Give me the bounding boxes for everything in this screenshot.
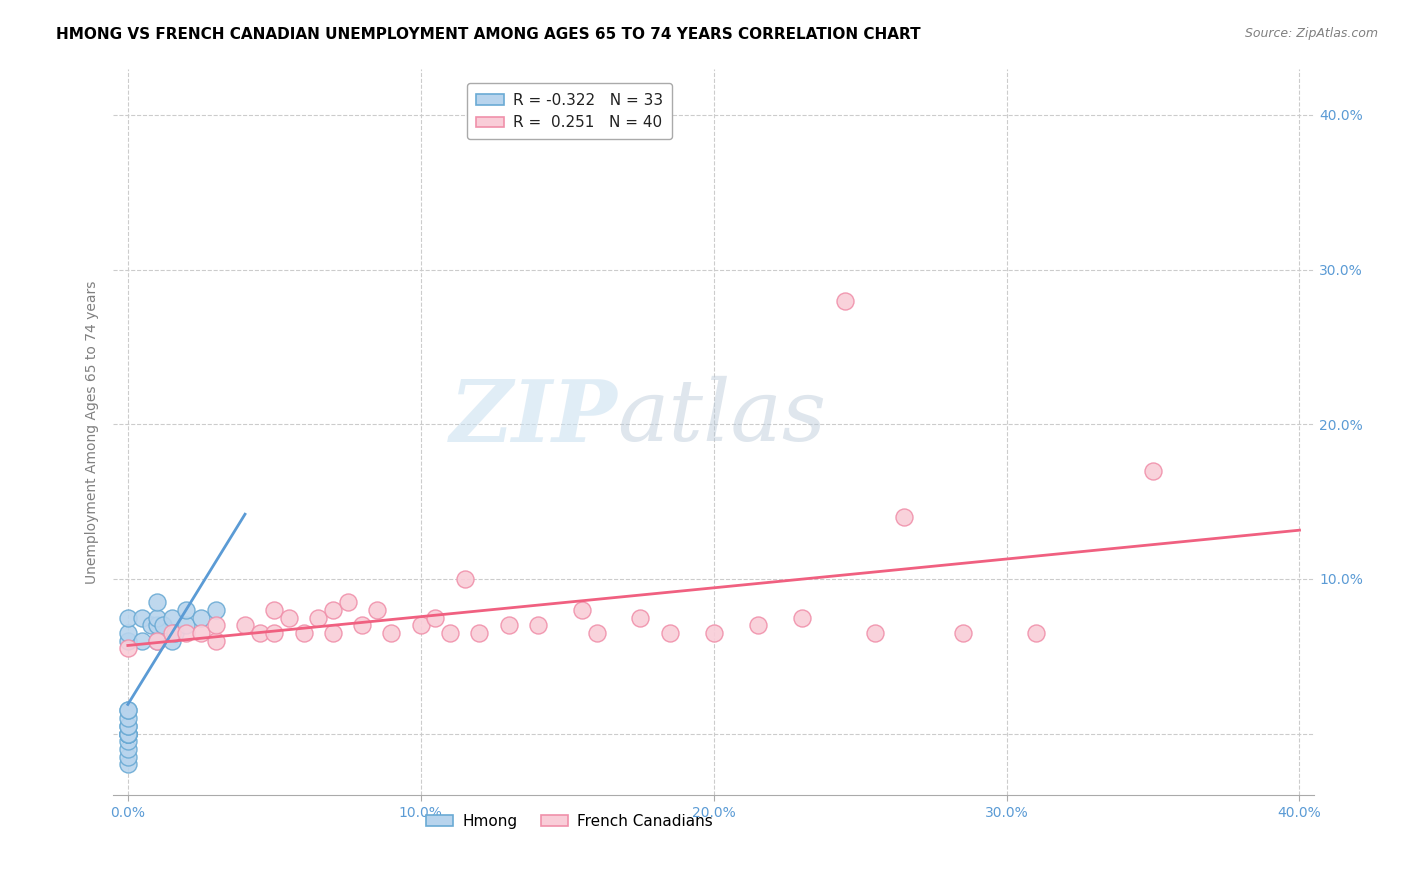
Point xyxy=(117,726,139,740)
Point xyxy=(204,603,226,617)
Point xyxy=(117,757,139,772)
Point xyxy=(117,719,139,733)
Point xyxy=(146,610,169,624)
Point xyxy=(863,626,886,640)
Point xyxy=(409,618,432,632)
Point xyxy=(117,734,139,748)
Legend: Hmong, French Canadians: Hmong, French Canadians xyxy=(420,808,720,835)
Point xyxy=(307,610,329,624)
Point xyxy=(834,293,856,308)
Text: Source: ZipAtlas.com: Source: ZipAtlas.com xyxy=(1244,27,1378,40)
Point xyxy=(117,641,139,656)
Point xyxy=(585,626,607,640)
Point xyxy=(893,510,915,524)
Point xyxy=(146,633,169,648)
Point xyxy=(747,618,769,632)
Point xyxy=(131,610,153,624)
Point xyxy=(117,633,139,648)
Text: ZIP: ZIP xyxy=(450,376,617,459)
Point xyxy=(658,626,681,640)
Point xyxy=(952,626,974,640)
Point xyxy=(204,618,226,632)
Point xyxy=(322,626,344,640)
Point xyxy=(790,610,813,624)
Point xyxy=(336,595,359,609)
Point xyxy=(1142,464,1164,478)
Point xyxy=(176,618,198,632)
Point xyxy=(117,726,139,740)
Point xyxy=(366,603,388,617)
Point xyxy=(190,610,212,624)
Point xyxy=(176,626,198,640)
Point xyxy=(117,749,139,764)
Y-axis label: Unemployment Among Ages 65 to 74 years: Unemployment Among Ages 65 to 74 years xyxy=(86,280,100,583)
Point xyxy=(152,618,174,632)
Point xyxy=(190,626,212,640)
Point xyxy=(527,618,550,632)
Point xyxy=(117,726,139,740)
Point xyxy=(1025,626,1047,640)
Point xyxy=(146,595,169,609)
Point xyxy=(163,626,186,640)
Text: HMONG VS FRENCH CANADIAN UNEMPLOYMENT AMONG AGES 65 TO 74 YEARS CORRELATION CHAR: HMONG VS FRENCH CANADIAN UNEMPLOYMENT AM… xyxy=(56,27,921,42)
Point xyxy=(322,603,344,617)
Text: atlas: atlas xyxy=(617,376,827,458)
Point xyxy=(571,603,593,617)
Point xyxy=(278,610,301,624)
Point xyxy=(263,626,285,640)
Point xyxy=(117,626,139,640)
Point xyxy=(117,742,139,756)
Point xyxy=(630,610,652,624)
Point xyxy=(249,626,271,640)
Point xyxy=(703,626,725,640)
Point xyxy=(204,633,226,648)
Point xyxy=(160,610,183,624)
Point xyxy=(141,618,163,632)
Point xyxy=(439,626,461,640)
Point xyxy=(117,703,139,717)
Point xyxy=(117,726,139,740)
Point xyxy=(454,572,477,586)
Point xyxy=(117,711,139,725)
Point xyxy=(117,719,139,733)
Point xyxy=(117,726,139,740)
Point xyxy=(292,626,315,640)
Point xyxy=(498,618,520,632)
Point xyxy=(131,633,153,648)
Point xyxy=(146,618,169,632)
Point xyxy=(160,633,183,648)
Point xyxy=(160,626,183,640)
Point xyxy=(176,603,198,617)
Point xyxy=(117,726,139,740)
Point xyxy=(117,703,139,717)
Point xyxy=(233,618,256,632)
Point xyxy=(146,633,169,648)
Point xyxy=(352,618,374,632)
Point xyxy=(117,610,139,624)
Point xyxy=(380,626,402,640)
Point xyxy=(468,626,491,640)
Point xyxy=(425,610,447,624)
Point xyxy=(263,603,285,617)
